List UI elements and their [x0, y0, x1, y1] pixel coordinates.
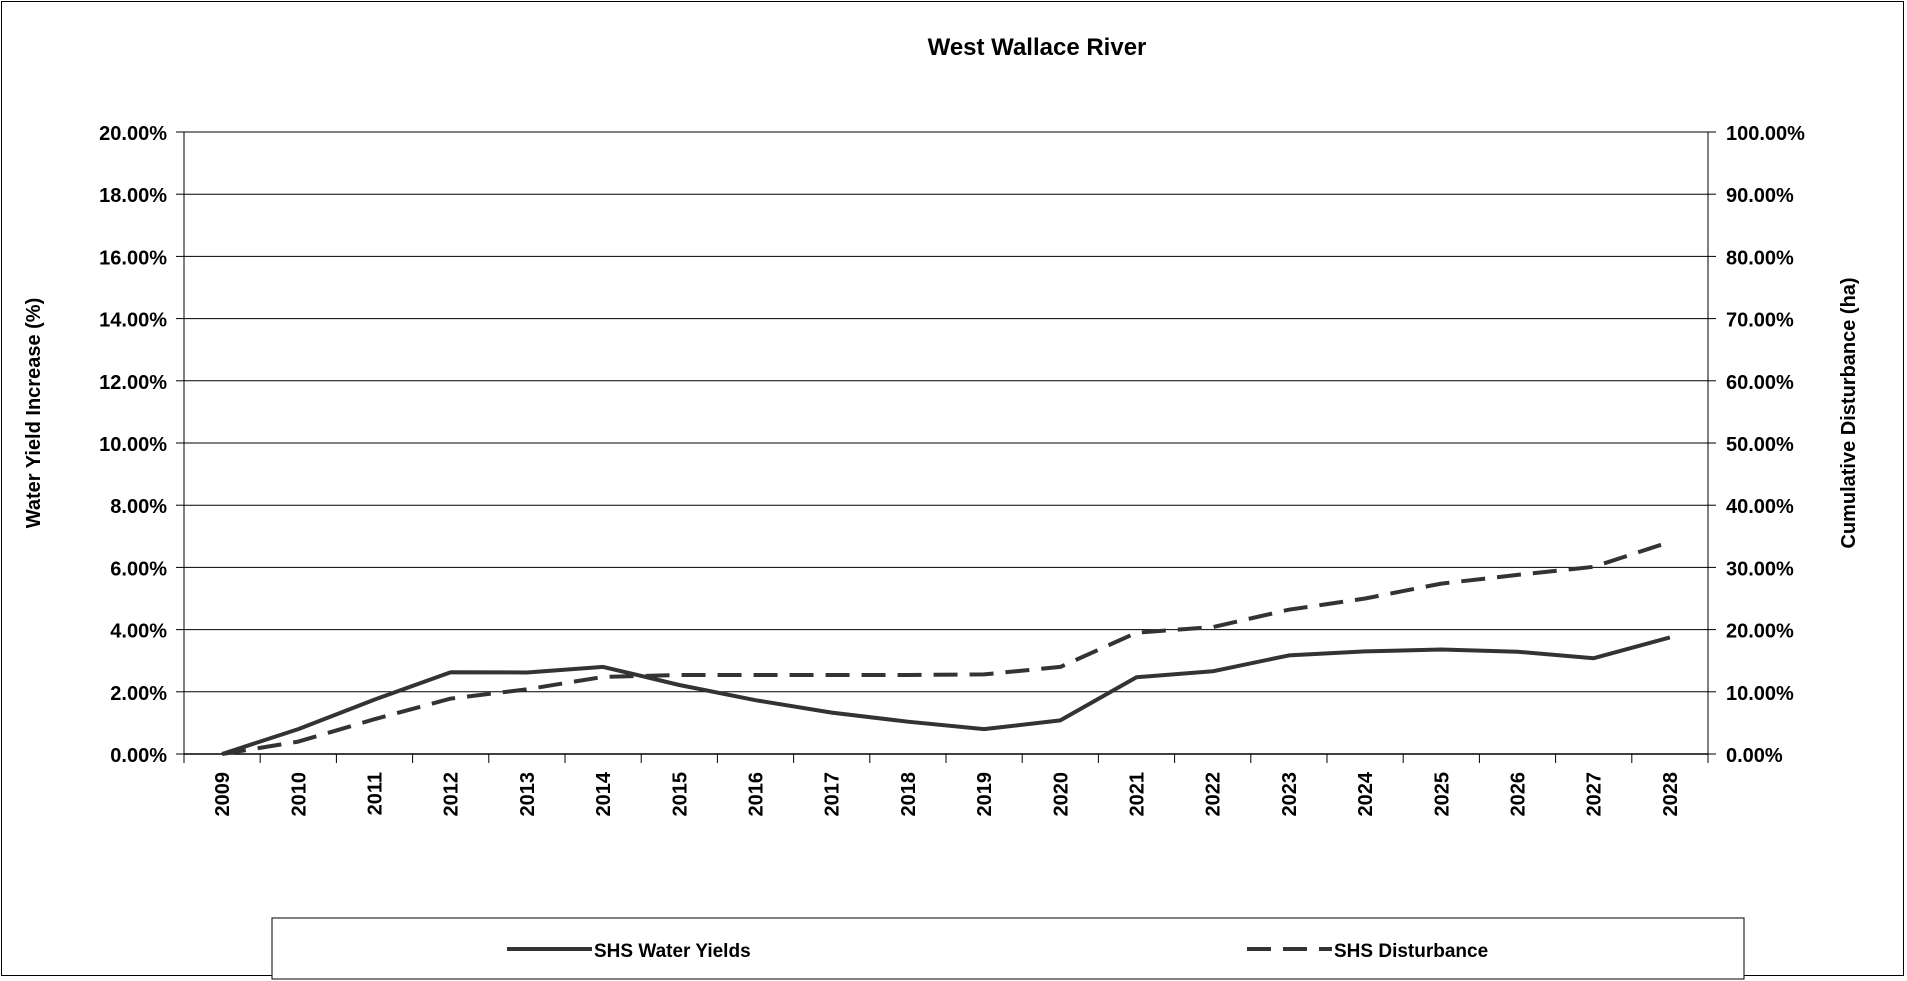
data-point — [298, 741, 299, 742]
data-point — [450, 698, 451, 699]
data-point — [1365, 651, 1366, 652]
y-tick-label: 6.00% — [110, 558, 167, 580]
x-tick-label: 2013 — [517, 772, 539, 817]
y2-tick-label: 80.00% — [1726, 247, 1794, 269]
y2-tick-label: 20.00% — [1726, 621, 1794, 643]
data-point — [298, 729, 299, 730]
y2-tick-label: 30.00% — [1726, 558, 1794, 580]
legend-box — [271, 917, 1745, 980]
y-tick-label: 16.00% — [99, 247, 167, 269]
data-point — [1441, 649, 1442, 650]
x-tick-label: 2009 — [212, 772, 234, 817]
data-point — [1517, 574, 1518, 575]
y2-tick-label: 0.00% — [1726, 745, 1783, 767]
x-tick-label: 2027 — [1584, 772, 1606, 817]
data-point — [1136, 632, 1137, 633]
y-tick-label: 14.00% — [99, 310, 167, 332]
y-tick-label: 4.00% — [110, 621, 167, 643]
data-point — [603, 666, 604, 667]
y2-tick-label: 40.00% — [1726, 496, 1794, 518]
x-tick-label: 2010 — [288, 772, 310, 817]
x-tick-label: 2025 — [1431, 772, 1453, 817]
x-tick-label: 2017 — [822, 772, 844, 817]
axes: 0.00% 0.00% 2.00% 10.00% 4.00% 20.00% 6.00% 30.… — [99, 123, 1805, 817]
data-point — [1212, 627, 1213, 628]
y2-tick-label: 10.00% — [1726, 683, 1794, 705]
x-tick-label: 2020 — [1050, 772, 1072, 817]
data-point — [1365, 598, 1366, 599]
y-tick-label: 18.00% — [99, 185, 167, 207]
data-point — [1669, 637, 1670, 638]
y2-tick-label: 50.00% — [1726, 434, 1794, 456]
data-point — [1060, 666, 1061, 667]
x-tick-label: 2022 — [1203, 772, 1225, 817]
data-point — [374, 699, 375, 700]
x-tick-label: 2014 — [593, 771, 615, 816]
legend: SHS Water Yields SHS Disturbance — [271, 917, 1745, 980]
y-tick-label: 12.00% — [99, 372, 167, 394]
y-tick-label: 20.00% — [99, 123, 167, 145]
x-tick-label: 2018 — [898, 772, 920, 817]
x-tick-label: 2028 — [1660, 772, 1682, 817]
data-point — [1593, 658, 1594, 659]
data-point — [679, 684, 680, 685]
data-point — [1441, 583, 1442, 584]
data-point — [1060, 720, 1061, 721]
data-point — [831, 712, 832, 713]
y-tick-label: 8.00% — [110, 496, 167, 518]
gridlines — [184, 131, 1708, 693]
data-point — [1288, 609, 1289, 610]
legend-label-water-yields: SHS Water Yields — [594, 941, 751, 962]
series-line-water-yields — [221, 635, 1671, 756]
data-point — [1517, 651, 1518, 652]
data-point — [1136, 677, 1137, 678]
x-tick-label: 2026 — [1508, 772, 1530, 817]
y-axis-title: Water Yield Increase (%) — [23, 298, 45, 528]
y2-tick-label: 70.00% — [1726, 310, 1794, 332]
x-tick-label: 2015 — [669, 772, 691, 817]
x-tick-label: 2011 — [365, 772, 387, 815]
x-tick-label: 2024 — [1355, 771, 1377, 816]
y2-tick-label: 60.00% — [1726, 372, 1794, 394]
data-point — [984, 729, 985, 730]
data-point — [603, 676, 604, 677]
x-tick-label: 2016 — [746, 772, 768, 817]
y-tick-label: 2.00% — [110, 683, 167, 705]
data-point — [1669, 541, 1670, 542]
y-tick-label: 0.00% — [110, 745, 167, 767]
y2-axis-title: Cumulative Disturbance (ha) — [1838, 277, 1860, 548]
y-tick-label: 10.00% — [99, 434, 167, 456]
data-point — [222, 754, 223, 755]
x-tick-label: 2019 — [974, 772, 996, 817]
data-point — [526, 689, 527, 690]
data-point — [679, 675, 680, 676]
data-point — [1212, 671, 1213, 672]
x-tick-label: 2012 — [441, 772, 463, 817]
data-point — [755, 675, 756, 676]
data-point — [526, 672, 527, 673]
data-point — [984, 674, 985, 675]
data-point — [831, 675, 832, 676]
data-point — [755, 700, 756, 701]
data-point — [450, 672, 451, 673]
x-tick-label: 2023 — [1279, 772, 1301, 817]
data-point — [1593, 566, 1594, 567]
series-line-disturbance — [221, 539, 1671, 756]
y2-tick-label: 100.00% — [1726, 123, 1805, 145]
chart-title: West Wallace River — [928, 34, 1147, 61]
y2-tick-label: 90.00% — [1726, 185, 1794, 207]
x-tick-label: 2021 — [1127, 772, 1149, 817]
legend-label-disturbance: SHS Disturbance — [1334, 941, 1488, 962]
data-point — [1288, 655, 1289, 656]
data-point — [907, 675, 908, 676]
data-point — [907, 721, 908, 722]
data-point — [374, 719, 375, 720]
series-lines — [221, 539, 1671, 756]
